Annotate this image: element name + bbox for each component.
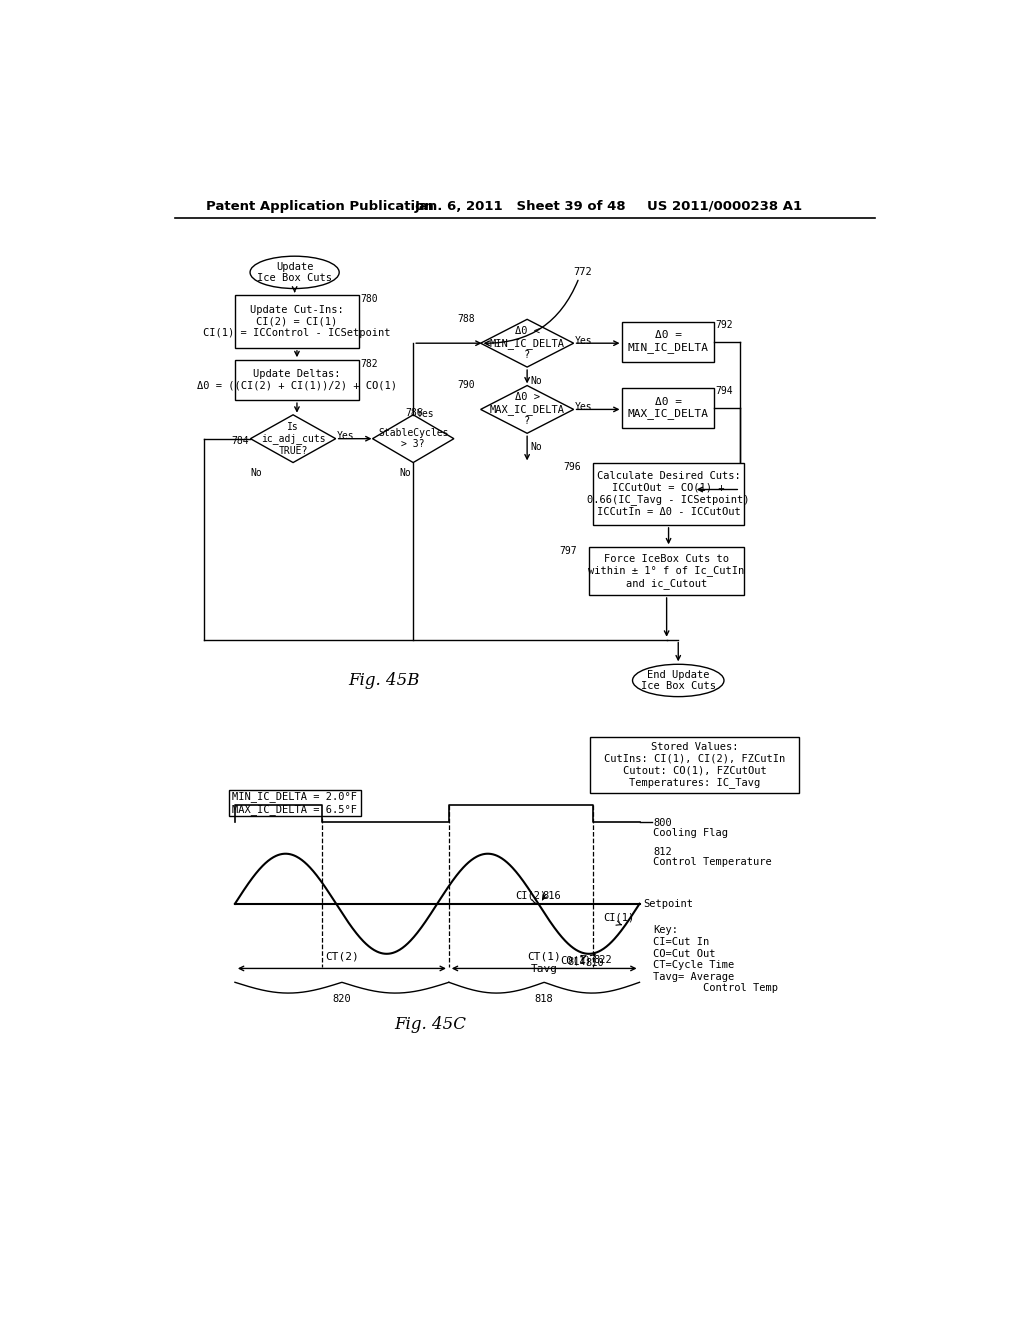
Text: Δ0 >
MAX_IC_DELTA
?: Δ0 > MAX_IC_DELTA ? xyxy=(489,392,564,426)
Text: 790: 790 xyxy=(458,380,475,391)
Text: Stored Values:
CutIns: CI(1), CI(2), FZCutIn
Cutout: CO(1), FZCutOut
Temperature: Stored Values: CutIns: CI(1), CI(2), FZC… xyxy=(604,742,785,788)
Text: 784: 784 xyxy=(231,436,249,446)
FancyBboxPatch shape xyxy=(228,789,360,816)
Text: 786: 786 xyxy=(406,408,423,418)
Text: 797: 797 xyxy=(560,545,578,556)
Text: End Update
Ice Box Cuts: End Update Ice Box Cuts xyxy=(641,669,716,692)
FancyBboxPatch shape xyxy=(234,360,359,400)
Text: StableCycles
> 3?: StableCycles > 3? xyxy=(378,428,449,450)
Text: 796: 796 xyxy=(563,462,582,471)
Text: CI(2): CI(2) xyxy=(516,891,547,900)
Text: Δ0 =
MAX_IC_DELTA: Δ0 = MAX_IC_DELTA xyxy=(628,396,709,420)
Text: Key:
CI=Cut In
CO=Cut Out
CT=Cycle Time
Tavg= Average
        Control Temp: Key: CI=Cut In CO=Cut Out CT=Cycle Time … xyxy=(653,925,778,994)
Polygon shape xyxy=(251,414,336,462)
Text: Fig. 45C: Fig. 45C xyxy=(394,1016,466,1034)
Text: CO(1): CO(1) xyxy=(560,956,591,965)
Text: Update Deltas:
Δ0 = ((CI(2) + CI(1))/2) + CO(1): Update Deltas: Δ0 = ((CI(2) + CI(1))/2) … xyxy=(197,370,397,391)
Text: Control Temperature: Control Temperature xyxy=(653,857,772,867)
Text: Fig. 45B: Fig. 45B xyxy=(348,672,420,689)
Text: 822: 822 xyxy=(593,956,612,965)
Text: No: No xyxy=(530,442,542,451)
Text: Tavg: Tavg xyxy=(530,964,558,974)
Ellipse shape xyxy=(633,664,724,697)
Text: 812: 812 xyxy=(653,847,672,857)
Text: Cooling Flag: Cooling Flag xyxy=(653,829,728,838)
Text: CI(1): CI(1) xyxy=(603,912,634,923)
Text: 788: 788 xyxy=(458,314,475,323)
Text: 820: 820 xyxy=(333,994,351,1005)
Text: 792: 792 xyxy=(716,321,733,330)
Text: 816: 816 xyxy=(543,891,561,900)
Text: Setpoint: Setpoint xyxy=(643,899,693,908)
Polygon shape xyxy=(480,385,573,433)
Text: No: No xyxy=(399,469,411,478)
Text: Yes: Yes xyxy=(575,403,593,412)
Text: Yes: Yes xyxy=(417,409,434,420)
FancyBboxPatch shape xyxy=(234,296,359,348)
Text: No: No xyxy=(530,376,542,385)
Text: Yes: Yes xyxy=(575,337,593,346)
Text: 782: 782 xyxy=(360,359,378,368)
Text: 780: 780 xyxy=(360,294,378,304)
Text: Force IceBox Cuts to
within ± 1° f of Ic_CutIn
and ic_Cutout: Force IceBox Cuts to within ± 1° f of Ic… xyxy=(589,553,744,589)
FancyBboxPatch shape xyxy=(589,548,744,595)
Text: No: No xyxy=(251,469,262,478)
Polygon shape xyxy=(480,319,573,367)
Text: Patent Application Publication: Patent Application Publication xyxy=(206,199,433,213)
Text: Δ0 =
MIN_IC_DELTA: Δ0 = MIN_IC_DELTA xyxy=(628,330,709,352)
Text: 814: 814 xyxy=(567,957,586,968)
Text: Jan. 6, 2011   Sheet 39 of 48: Jan. 6, 2011 Sheet 39 of 48 xyxy=(415,199,627,213)
Text: Δ0 <
MIN_IC_DELTA
?: Δ0 < MIN_IC_DELTA ? xyxy=(489,326,564,360)
Text: 810: 810 xyxy=(585,957,604,968)
Text: Yes: Yes xyxy=(337,430,355,441)
Text: CT(1): CT(1) xyxy=(527,952,561,961)
Text: MIN_IC_DELTA = 2.0°F
MAX_IC_DELTA = 6.5°F: MIN_IC_DELTA = 2.0°F MAX_IC_DELTA = 6.5°… xyxy=(232,791,357,814)
Text: 794: 794 xyxy=(716,387,733,396)
Text: Is
ic_adj_cuts
TRUE?: Is ic_adj_cuts TRUE? xyxy=(261,421,326,455)
Text: US 2011/0000238 A1: US 2011/0000238 A1 xyxy=(647,199,803,213)
Text: CT(2): CT(2) xyxy=(325,952,358,961)
Text: Calculate Desired Cuts:
ICCutOut = CO(1) +
0.66(IC_Tavg - ICSetpoint)
ICCutIn = : Calculate Desired Cuts: ICCutOut = CO(1)… xyxy=(588,471,750,517)
Polygon shape xyxy=(373,414,454,462)
FancyBboxPatch shape xyxy=(623,388,714,428)
Text: 818: 818 xyxy=(535,994,554,1005)
Text: Update Cut-Ins:
CI(2) = CI(1)
CI(1) = ICControl - ICSetpoint: Update Cut-Ins: CI(2) = CI(1) CI(1) = IC… xyxy=(203,305,391,338)
FancyBboxPatch shape xyxy=(590,738,799,793)
Ellipse shape xyxy=(250,256,339,289)
FancyBboxPatch shape xyxy=(593,463,744,525)
Text: 772: 772 xyxy=(573,268,592,277)
Text: Update
Ice Box Cuts: Update Ice Box Cuts xyxy=(257,261,332,284)
Text: 800: 800 xyxy=(653,817,672,828)
FancyBboxPatch shape xyxy=(623,322,714,362)
